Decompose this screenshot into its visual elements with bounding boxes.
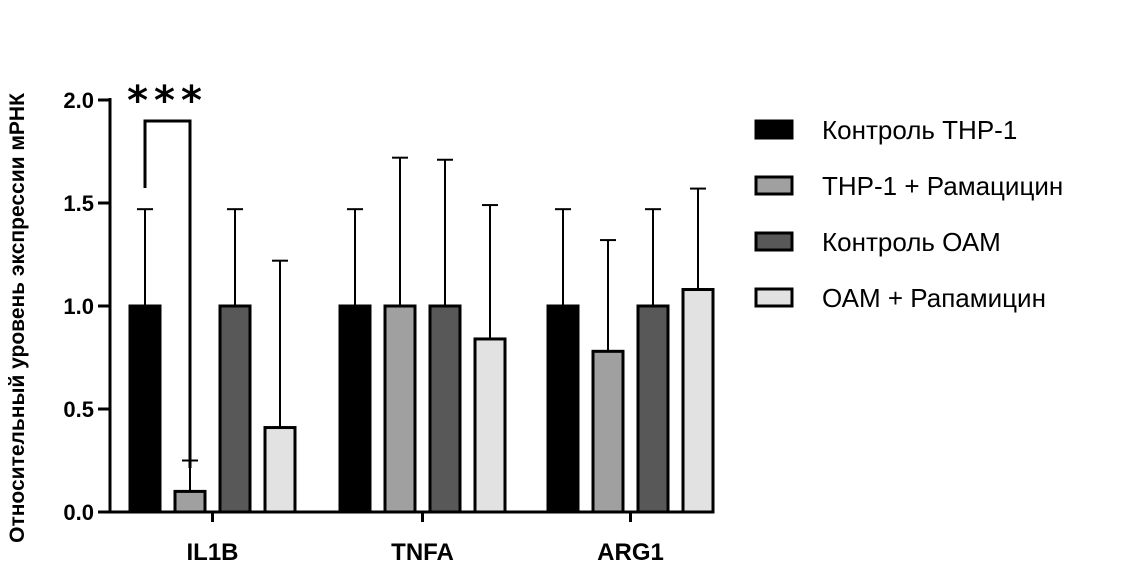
- category-label-tnfa: TNFA: [391, 539, 454, 566]
- y-tick-label: 1.0: [63, 294, 94, 319]
- legend-label: Контроль ТНР-1: [822, 115, 1017, 145]
- category-label-il1b: IL1B: [186, 539, 238, 566]
- bar-tnfa-series-2: [383, 304, 417, 514]
- legend-item-1: Контроль ТНР-1: [754, 115, 1017, 145]
- y-tick-label: 1.5: [63, 191, 94, 216]
- legend-swatch: [754, 119, 794, 140]
- bar-il1b-series-2: [173, 489, 207, 514]
- bar-arg1-series-2: [591, 349, 625, 514]
- bar-tnfa-series-4: [473, 337, 507, 514]
- legend-item-4: ОАМ + Рапамицин: [754, 283, 1046, 313]
- bar-tnfa-series-1: [338, 304, 372, 514]
- y-axis: 0.0 0.5 1.0 1.5 2.0: [63, 88, 112, 525]
- bar-il1b-series-1: [128, 304, 162, 514]
- significance-bracket: [143, 119, 192, 468]
- legend-swatch: [754, 287, 794, 308]
- legend-swatch: [754, 175, 794, 196]
- bar-arg1-series-3: [636, 304, 670, 514]
- legend-label: Контроль ОАМ: [822, 227, 1001, 257]
- error-bars: [137, 156, 706, 492]
- legend-swatch: [754, 231, 794, 252]
- legend-item-2: ТНР-1 + Рамацицин: [754, 171, 1063, 201]
- y-tick-label: 0.5: [63, 397, 94, 422]
- significance-stars: ***: [127, 78, 208, 124]
- bars: [128, 288, 715, 514]
- bar-tnfa-series-3: [428, 304, 462, 514]
- bar-il1b-series-3: [218, 304, 252, 514]
- category-label-arg1: ARG1: [597, 539, 664, 566]
- legend: Контроль ТНР-1 ТНР-1 + Рамацицин Контроль …: [754, 115, 1063, 313]
- y-tick-label: 0.0: [63, 500, 94, 525]
- x-axis: IL1B TNFA ARG1: [110, 510, 708, 566]
- significance-annotation: ***: [127, 78, 208, 468]
- bar-arg1-series-1: [546, 304, 580, 514]
- y-tick-label: 2.0: [63, 88, 94, 113]
- bar-il1b-series-4: [263, 426, 297, 514]
- legend-item-3: Контроль ОАМ: [754, 227, 1001, 257]
- legend-label: ТНР-1 + Рамацицин: [822, 171, 1063, 201]
- y-axis-title: Относительный уровень экспрессии мРНК: [6, 93, 29, 543]
- legend-label: ОАМ + Рапамицин: [822, 283, 1046, 313]
- bar-arg1-series-4: [681, 288, 715, 514]
